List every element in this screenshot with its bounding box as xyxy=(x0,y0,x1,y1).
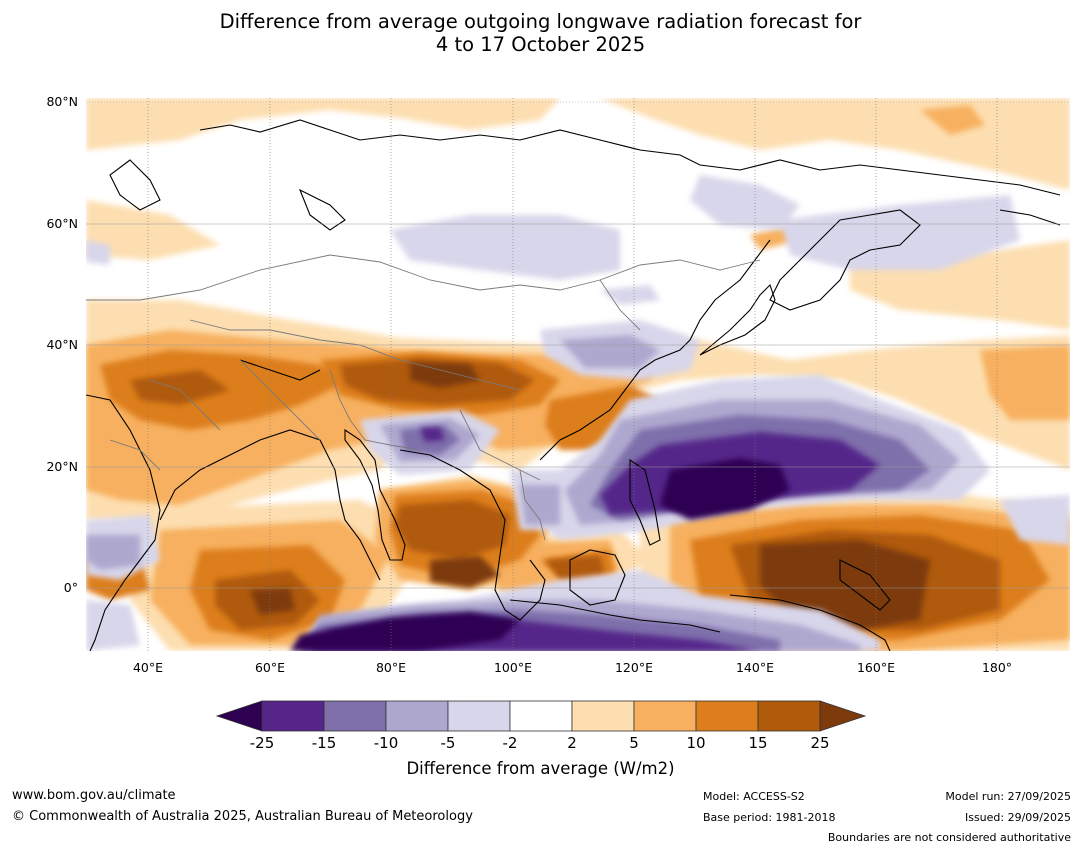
lat-label: 60°N xyxy=(46,216,78,231)
map-title: Difference from average outgoing longwav… xyxy=(0,10,1081,56)
colorbar-tick: -5 xyxy=(440,734,456,752)
colorbar-tick: -10 xyxy=(373,734,399,752)
model-run-date: Model run: 27/09/2025 xyxy=(945,790,1071,803)
colorbar-tick: -15 xyxy=(311,734,337,752)
colorbar-title: Difference from average (W/m2) xyxy=(406,759,675,778)
lon-label: 180° xyxy=(982,660,1012,675)
model-name: Model: ACCESS-S2 xyxy=(703,790,805,803)
lat-label: 40°N xyxy=(46,337,78,352)
colorbar-segment xyxy=(261,700,325,732)
colorbar-tick: -2 xyxy=(502,734,518,752)
anomaly-field xyxy=(86,98,1070,651)
coastlines xyxy=(86,119,1061,651)
colorbar-segment xyxy=(695,700,759,732)
axis-labels: 80°N 60°N 40°N 20°N 0° 40°E 60°E 80°E 10… xyxy=(46,94,1012,675)
colorbar-segment xyxy=(323,700,387,732)
lon-label: 60°E xyxy=(255,660,285,675)
colorbar-segment xyxy=(385,700,449,732)
lon-label: 80°E xyxy=(376,660,406,675)
lon-label: 40°E xyxy=(133,660,163,675)
colorbar-tick: 25 xyxy=(810,734,830,752)
website-link[interactable]: www.bom.gov.au/climate xyxy=(12,788,176,803)
title-line-2: 4 to 17 October 2025 xyxy=(435,33,646,56)
colorbar-segment xyxy=(571,700,635,732)
base-period: Base period: 1981-2018 xyxy=(703,811,836,824)
colorbar-segment xyxy=(447,700,511,732)
colorbar-tick: -25 xyxy=(249,734,275,752)
colorbar-segment xyxy=(633,700,697,732)
issued-date: Issued: 29/09/2025 xyxy=(964,811,1071,824)
colorbar-low-extend xyxy=(215,700,263,732)
colorbar xyxy=(215,700,867,732)
colorbar-high-extend xyxy=(819,700,867,732)
copyright-notice: © Commonwealth of Australia 2025, Austra… xyxy=(12,809,473,824)
graticule xyxy=(86,98,1070,651)
colorbar-tick: 10 xyxy=(686,734,706,752)
lat-label: 0° xyxy=(64,580,78,595)
boundaries-disclaimer: Boundaries are not considered authoritat… xyxy=(827,831,1071,844)
colorbar-tick: 15 xyxy=(748,734,768,752)
lon-label: 120°E xyxy=(615,660,653,675)
colorbar-segment xyxy=(509,700,573,732)
lon-label: 100°E xyxy=(494,660,532,675)
lon-label: 160°E xyxy=(857,660,895,675)
colorbar-segment xyxy=(757,700,821,732)
colorbar-tick: 2 xyxy=(567,734,577,752)
lon-label: 140°E xyxy=(736,660,774,675)
lat-label: 20°N xyxy=(46,459,78,474)
colorbar-tick: 5 xyxy=(629,734,639,752)
lat-label: 80°N xyxy=(46,94,78,109)
title-line-1: Difference from average outgoing longwav… xyxy=(219,10,862,33)
